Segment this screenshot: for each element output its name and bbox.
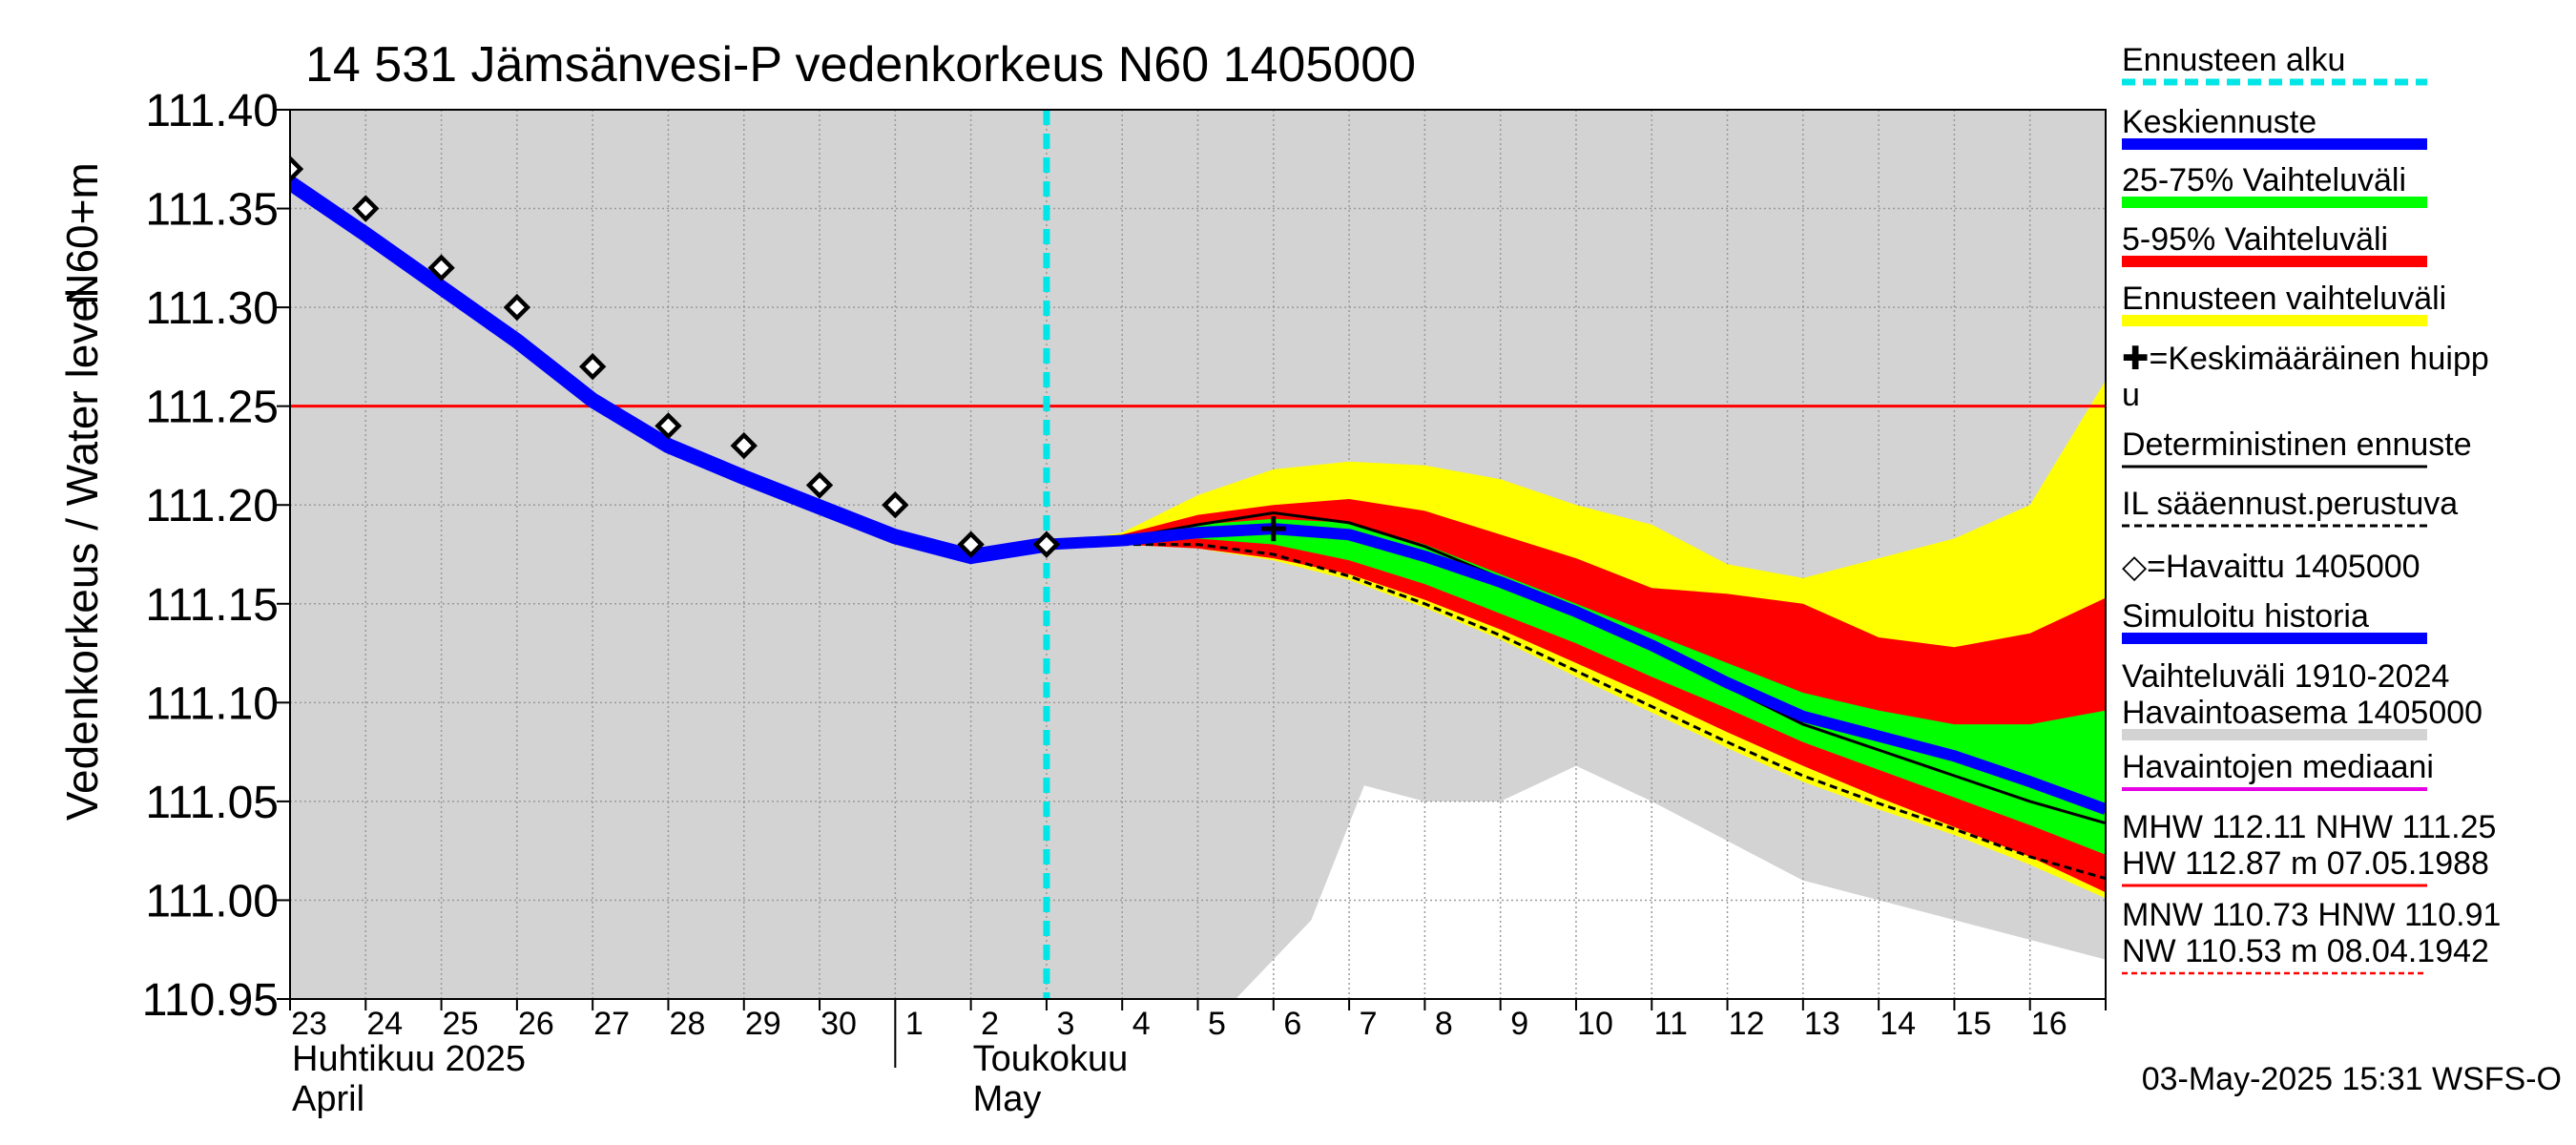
legend-label-secondary: Havaintoasema 1405000: [2122, 695, 2483, 731]
observation-point: [882, 491, 909, 519]
legend-label: IL sääennust.perustuva: [2122, 486, 2458, 522]
x-tick-label: 29: [745, 1006, 781, 1042]
legend-label: Ennusteen vaihteluväli: [2122, 281, 2446, 317]
legend-label: MHW 112.11 NHW 111.25: [2122, 809, 2496, 845]
x-tick-label: 4: [1132, 1006, 1151, 1042]
legend-label: 5-95% Vaihteluväli: [2122, 221, 2388, 258]
legend-label: Vaihteluväli 1910-2024: [2122, 658, 2449, 695]
x-tick-label: 2: [981, 1006, 999, 1042]
x-tick-label: 12: [1729, 1006, 1765, 1042]
y-tick-label: 111.30: [145, 283, 279, 334]
x-tick-label: 30: [821, 1006, 857, 1042]
x-tick-label: 23: [291, 1006, 327, 1042]
y-axis-label: Vedenkorkeus / Water level: [57, 288, 107, 821]
mean-peak-marker: [1260, 516, 1286, 542]
plot-area: [290, 110, 2106, 999]
chart-title: 14 531 Jämsänvesi-P vedenkorkeus N60 140…: [305, 37, 1416, 93]
legend-label: MNW 110.73 HNW 110.91: [2122, 897, 2501, 933]
x-axis: 23 24 25 26 27 28 29 30 1 2 3 4 5 6 7 8 9 10 11 12 13 14 15 16H…: [289, 999, 2107, 1119]
y-tick-label: 111.15: [145, 580, 279, 631]
x-tick-label: 13: [1804, 1006, 1840, 1042]
x-tick-label: 11: [1654, 1006, 1688, 1042]
timestamp: 03-May-2025 15:31 WSFS-O: [2142, 1061, 2562, 1097]
x-tick-label: 14: [1880, 1006, 1916, 1042]
month-label-fi: Toukokuu: [973, 1039, 1129, 1079]
x-tick-label: 26: [518, 1006, 554, 1042]
month-label-fi: Huhtikuu 2025: [292, 1039, 526, 1079]
legend-label-secondary: u: [2122, 377, 2140, 413]
x-tick-label: 28: [670, 1006, 706, 1042]
legend: Ennusteen alku Keskiennuste 25-75% Vaihtel…: [2122, 42, 2501, 975]
x-tick-label: 16: [2031, 1006, 2067, 1042]
observation-point: [654, 412, 682, 440]
series-line-layer: [290, 110, 2106, 999]
observation-point: [730, 431, 758, 460]
y-axis-title-group: Vedenkorkeus / Water level: [57, 288, 107, 821]
y-axis-unit-label: N60+m: [57, 162, 107, 305]
observation-point: [957, 531, 985, 558]
y-tick-label: 111.25: [145, 383, 279, 433]
y-tick-label: 111.00: [145, 876, 279, 926]
x-tick-label: 7: [1360, 1006, 1378, 1042]
x-tick-label: 25: [443, 1006, 479, 1042]
x-tick-label: 8: [1435, 1006, 1453, 1042]
legend-label: Havaintojen mediaani: [2122, 749, 2434, 785]
legend-label: 25-75% Vaihteluväli: [2122, 162, 2406, 198]
observation-point: [805, 471, 834, 499]
legend-label: ◇=Havaittu 1405000: [2122, 549, 2420, 585]
simulated-history-line: [290, 175, 1054, 565]
mean-forecast-line: [1046, 523, 2106, 815]
x-tick-label: 10: [1577, 1006, 1613, 1042]
legend-label: Ennusteen alku: [2122, 42, 2345, 78]
x-tick-label: 1: [905, 1006, 924, 1042]
month-label-en: April: [292, 1079, 364, 1119]
x-tick-label: 27: [593, 1006, 630, 1042]
il-forecast-line: [1046, 543, 2106, 881]
observation-marker-layer: [290, 155, 1061, 558]
y-tick-label: 111.10: [145, 678, 279, 729]
x-tick-label: 24: [366, 1006, 403, 1042]
observation-point: [352, 195, 380, 222]
legend-label: ✚=Keskimääräinen huipp: [2122, 341, 2489, 377]
observation-point: [1032, 531, 1061, 558]
y-tick-label: 111.05: [145, 778, 279, 828]
x-tick-label: 3: [1056, 1006, 1074, 1042]
y-tick-label: 111.20: [145, 481, 279, 531]
y-axis: 111.40 111.35 111.30 111.25 111.20 111.15 111.…: [142, 86, 290, 1026]
y-axis-unit-group: N60+m: [57, 162, 107, 305]
x-tick-label: 15: [1956, 1006, 1992, 1042]
y-tick-label: 111.40: [145, 86, 279, 136]
legend-label-secondary: NW 110.53 m 08.04.1942: [2122, 933, 2489, 969]
legend-label: Keskiennuste: [2122, 104, 2316, 140]
observation-point: [290, 155, 304, 183]
legend-label: Simuloitu historia: [2122, 598, 2369, 635]
month-label-en: May: [973, 1079, 1042, 1119]
y-tick-label: 111.35: [145, 185, 279, 236]
legend-label-secondary: HW 112.87 m 07.05.1988: [2122, 845, 2489, 882]
legend-label: Deterministinen ennuste: [2122, 427, 2472, 463]
x-tick-label: 9: [1510, 1006, 1528, 1042]
y-tick-label: 110.95: [142, 975, 279, 1026]
observation-point: [578, 353, 607, 381]
observation-point: [427, 254, 455, 281]
x-tick-label: 6: [1283, 1006, 1301, 1042]
x-tick-label: 5: [1208, 1006, 1226, 1042]
observation-point: [503, 293, 531, 322]
